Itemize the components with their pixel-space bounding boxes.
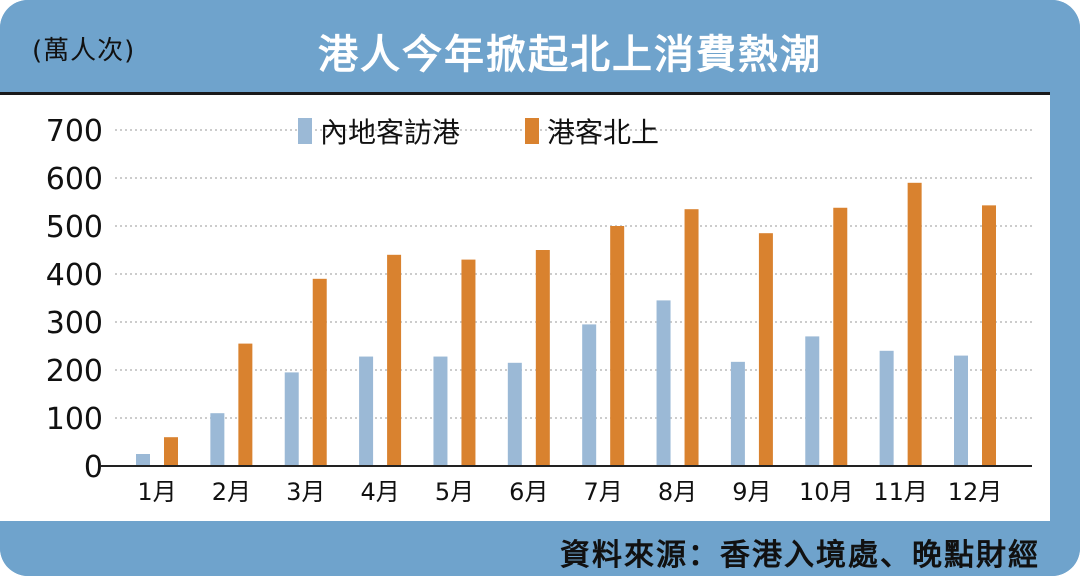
bar-hk-3 xyxy=(312,278,327,466)
bars xyxy=(136,182,996,467)
header-band: (萬人次) 港人今年掀起北上消費熱潮 xyxy=(0,0,1080,92)
bar-mainland-9 xyxy=(730,361,745,466)
bar-mainland-8 xyxy=(656,300,671,466)
bar-hk-4 xyxy=(387,254,402,466)
bar-mainland-5 xyxy=(433,356,448,466)
bar-hk-10 xyxy=(833,207,848,466)
legend-mainland-swatch xyxy=(298,118,312,144)
bar-hk-7 xyxy=(610,226,625,466)
x-tick-label: 11月 xyxy=(873,478,928,506)
bar-hk-8 xyxy=(684,209,699,466)
x-tick-label: 9月 xyxy=(732,478,771,506)
x-tick-label: 1月 xyxy=(137,478,176,506)
unit-label: (萬人次) xyxy=(32,36,136,66)
x-axis: 1月 2月 3月 4月 5月 6月 7月 8月 9月 10月 11月 12月 xyxy=(100,465,1032,506)
x-tick-label: 10月 xyxy=(799,478,854,506)
bar-hk-6 xyxy=(535,250,550,466)
bar-mainland-12 xyxy=(954,355,968,466)
bar-mainland-11 xyxy=(879,350,894,466)
legend-hk-swatch xyxy=(525,118,539,144)
x-tick-label: 12月 xyxy=(948,478,1003,506)
y-tick-label: 0 xyxy=(84,450,103,485)
bar-mainland-4 xyxy=(359,356,374,466)
bar-mainland-3 xyxy=(284,372,299,466)
legend-mainland-label: 內地客訪港 xyxy=(320,116,460,149)
y-axis: 0 100 200 300 400 500 600 700 xyxy=(46,114,103,485)
y-tick-label: 300 xyxy=(46,306,103,341)
bar-hk-9 xyxy=(758,233,773,466)
chart-title: 港人今年掀起北上消費熱潮 xyxy=(318,32,822,78)
y-tick-label: 100 xyxy=(46,402,103,437)
bar-hk-11 xyxy=(907,182,922,467)
x-tick-label: 3月 xyxy=(286,478,325,506)
bar-mainland-6 xyxy=(507,362,522,466)
bar-mainland-2 xyxy=(210,413,225,466)
grid-lines xyxy=(115,129,1032,419)
x-tick-label: 8月 xyxy=(658,478,697,506)
bar-mainland-1 xyxy=(136,454,150,466)
x-tick-label: 6月 xyxy=(509,478,548,506)
y-tick-label: 500 xyxy=(46,210,103,245)
x-tick-label: 7月 xyxy=(584,478,623,506)
legend: 內地客訪港 港客北上 xyxy=(298,116,659,149)
bar-hk-5 xyxy=(461,259,476,466)
y-tick-label: 600 xyxy=(46,162,103,197)
x-tick-label: 4月 xyxy=(360,478,399,506)
bar-mainland-10 xyxy=(805,336,820,466)
legend-hk-label: 港客北上 xyxy=(547,116,659,149)
bar-hk-12 xyxy=(982,205,996,467)
x-tick-label: 5月 xyxy=(435,478,474,506)
footer-band: 資料來源：香港入境處、晚點財經 xyxy=(0,521,1080,576)
y-tick-label: 700 xyxy=(46,114,103,149)
bar-hk-2 xyxy=(238,343,253,466)
bar-hk-1 xyxy=(164,437,178,466)
y-tick-label: 200 xyxy=(46,354,103,389)
bar-mainland-7 xyxy=(582,324,597,466)
source-note: 資料來源：香港入境處、晚點財經 xyxy=(560,538,1040,573)
x-tick-label: 2月 xyxy=(212,478,251,506)
y-tick-label: 400 xyxy=(46,258,103,293)
